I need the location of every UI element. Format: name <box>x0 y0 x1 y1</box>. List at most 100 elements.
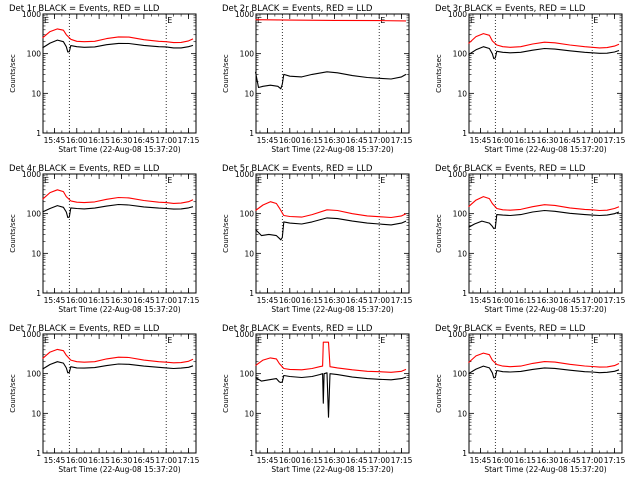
y-tick-label: 100 <box>240 370 255 379</box>
detector-panel: Det 6r BLACK = Events, RED = LLD E E 1 10 100… <box>435 164 626 314</box>
detector-panel: Det 5r BLACK = Events, RED = LLD E E 1 10 100… <box>222 164 413 314</box>
x-tick-label: 16:15 <box>88 296 110 305</box>
x-axis-label: Start Time (22-Aug-08 15:37:20) <box>484 145 606 154</box>
y-tick-label: 1000 <box>22 10 41 19</box>
x-tick-label: 16:45 <box>559 296 581 305</box>
x-axis-label: Start Time (22-Aug-08 15:37:20) <box>484 465 606 474</box>
x-tick-label: 17:00 <box>581 456 603 465</box>
plot-frame <box>255 173 410 294</box>
x-tick-label: 16:45 <box>133 296 155 305</box>
panel-title: Det 7r BLACK = Events, RED = LLD <box>9 324 160 334</box>
x-axis-label: Start Time (22-Aug-08 15:37:20) <box>484 305 606 314</box>
x-tick-label: 17:00 <box>581 296 603 305</box>
x-tick-label: 17:15 <box>178 296 200 305</box>
x-tick-label: 17:00 <box>155 136 177 145</box>
plot-frame <box>468 173 623 294</box>
plot-frame <box>42 333 197 454</box>
x-tick-label: 16:30 <box>324 136 346 145</box>
y-tick-label: 10 <box>31 89 41 98</box>
corner-marker-label: E <box>470 16 475 25</box>
y-tick-label: 10 <box>31 409 41 418</box>
x-tick-label: 17:00 <box>155 456 177 465</box>
y-tick-label: 10 <box>244 89 254 98</box>
y-tick-label: 10 <box>457 249 467 258</box>
y-tick-label: 100 <box>240 210 255 219</box>
x-tick-label: 16:00 <box>66 136 88 145</box>
x-tick-label: 16:45 <box>559 136 581 145</box>
y-tick-label: 100 <box>240 50 255 59</box>
lld-series-line <box>255 19 407 22</box>
x-tick-label: 17:15 <box>604 296 626 305</box>
x-axis-label: Start Time (22-Aug-08 15:37:20) <box>58 305 180 314</box>
events-series-line <box>468 365 620 379</box>
panel-title: Det 8r BLACK = Events, RED = LLD <box>222 324 373 334</box>
y-tick-label: 1 <box>36 289 41 298</box>
y-tick-label: 100 <box>27 210 42 219</box>
x-tick-label: 16:15 <box>88 456 110 465</box>
plot-frame <box>42 173 197 294</box>
events-series-line <box>42 203 194 219</box>
x-tick-label: 17:15 <box>391 296 413 305</box>
x-tick-label: 17:00 <box>368 136 390 145</box>
panel-title: Det 5r BLACK = Events, RED = LLD <box>222 164 373 174</box>
x-axis-label: Start Time (22-Aug-08 15:37:20) <box>271 145 393 154</box>
panel-title: Det 2r BLACK = Events, RED = LLD <box>222 4 373 14</box>
plot-frame <box>255 333 410 454</box>
x-tick-label: 17:00 <box>368 296 390 305</box>
x-tick-label: 16:15 <box>514 456 536 465</box>
x-tick-label: 17:00 <box>368 456 390 465</box>
corner-marker-label: E <box>470 176 475 185</box>
x-tick-label: 15:45 <box>44 136 66 145</box>
detector-panel: Det 9r BLACK = Events, RED = LLD E E 1 10 100… <box>435 324 626 474</box>
y-axis-label: Counts/sec <box>222 374 230 413</box>
x-tick-label: 16:00 <box>279 296 301 305</box>
x-tick-label: 15:45 <box>470 456 492 465</box>
x-tick-label: 17:15 <box>391 136 413 145</box>
x-tick-label: 16:15 <box>514 136 536 145</box>
x-tick-label: 17:15 <box>604 456 626 465</box>
y-axis-label: Counts/sec <box>435 54 443 93</box>
y-tick-label: 1000 <box>448 330 467 339</box>
y-axis-label: Counts/sec <box>9 214 17 253</box>
corner-marker-label: E <box>257 16 262 25</box>
x-tick-label: 16:30 <box>111 296 133 305</box>
x-tick-label: 15:45 <box>470 296 492 305</box>
events-series-line <box>254 71 407 90</box>
y-tick-label: 100 <box>27 370 42 379</box>
panel-title: Det 9r BLACK = Events, RED = LLD <box>435 324 586 334</box>
panel-title: Det 4r BLACK = Events, RED = LLD <box>9 164 160 174</box>
y-tick-label: 100 <box>453 50 468 59</box>
corner-marker-label: E <box>44 336 49 345</box>
x-tick-label: 17:00 <box>581 136 603 145</box>
x-tick-label: 16:30 <box>537 296 559 305</box>
x-tick-label: 15:45 <box>470 136 492 145</box>
y-tick-label: 10 <box>457 89 467 98</box>
x-tick-label: 16:30 <box>111 456 133 465</box>
detector-panel: Det 3r BLACK = Events, RED = LLD E E 1 10 100… <box>435 4 626 154</box>
y-axis-label: Counts/sec <box>222 54 230 93</box>
x-tick-label: 16:15 <box>88 136 110 145</box>
y-axis-label: Counts/sec <box>435 214 443 253</box>
time-marker-label: E <box>167 176 172 185</box>
lld-series-line <box>42 28 194 44</box>
lld-series-line <box>42 189 194 204</box>
x-tick-label: 16:00 <box>66 296 88 305</box>
x-tick-label: 16:45 <box>346 296 368 305</box>
x-tick-label: 17:15 <box>391 456 413 465</box>
y-tick-label: 1 <box>36 449 41 458</box>
events-series-line <box>42 361 194 374</box>
y-tick-label: 1000 <box>235 10 254 19</box>
y-tick-label: 1000 <box>22 330 41 339</box>
y-axis-label: Counts/sec <box>9 54 17 93</box>
x-tick-label: 16:45 <box>559 456 581 465</box>
y-tick-label: 100 <box>27 50 42 59</box>
x-tick-label: 17:15 <box>604 136 626 145</box>
lld-series-line <box>255 201 407 219</box>
y-tick-label: 1000 <box>22 170 41 179</box>
panel-title: Det 6r BLACK = Events, RED = LLD <box>435 164 586 174</box>
time-marker-label: E <box>593 176 598 185</box>
detector-panel: Det 8r BLACK = Events, RED = LLD E E 1 10 100… <box>222 324 413 474</box>
events-series-line <box>468 46 620 60</box>
lld-series-line <box>42 348 194 364</box>
lld-series-line <box>255 341 407 373</box>
